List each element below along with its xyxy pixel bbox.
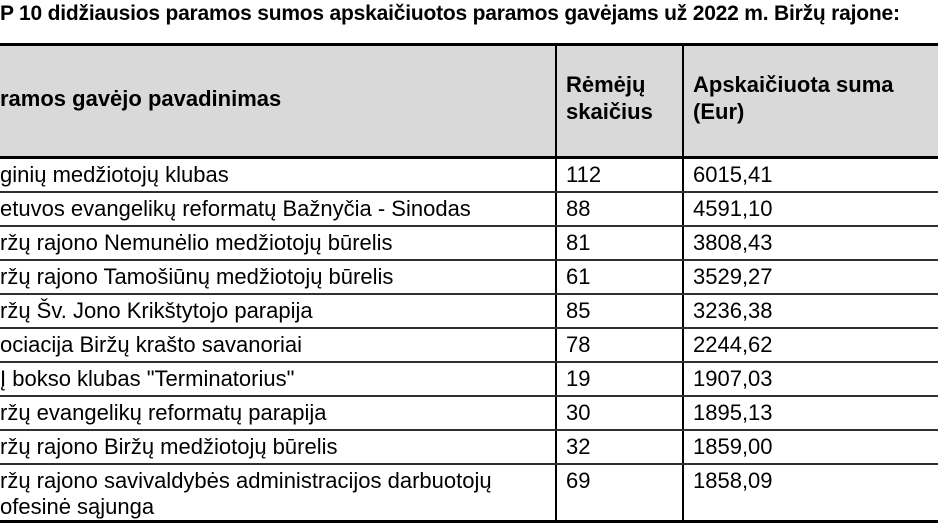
- recipient-name-cell: ržų rajono Nemunėlio medžiotojų būrelis: [0, 225, 556, 261]
- table-row: ržų evangelikų reformatų parapija 30 189…: [0, 395, 938, 431]
- table-row: ginių medžiotojų klubas 112 6015,41: [0, 157, 938, 193]
- table-row: ržų rajono Biržų medžiotojų būrelis 32 1…: [0, 429, 938, 465]
- amount-cell: 1907,03: [682, 361, 938, 397]
- header-calculated-amount: Apskaičiuota suma (Eur): [682, 43, 938, 159]
- supporters-count-cell: 30: [555, 395, 683, 431]
- header-recipient-name: ramos gavėjo pavadinimas: [0, 43, 556, 159]
- amount-cell: 3236,38: [682, 293, 938, 329]
- supporters-count-cell: 112: [555, 157, 683, 193]
- recipient-name-cell: ržų evangelikų reformatų parapija: [0, 395, 556, 431]
- amount-cell: 1895,13: [682, 395, 938, 431]
- amount-cell: 3808,43: [682, 225, 938, 261]
- table-row: ržų rajono Nemunėlio medžiotojų būrelis …: [0, 225, 938, 261]
- recipient-name-cell: ginių medžiotojų klubas: [0, 157, 556, 193]
- table-row: ociacija Biržų krašto savanoriai 78 2244…: [0, 327, 938, 363]
- recipient-name-cell: ociacija Biržų krašto savanoriai: [0, 327, 556, 363]
- amount-cell: 2244,62: [682, 327, 938, 363]
- recipient-name-cell: ržų rajono savivaldybės administracijos …: [0, 463, 556, 523]
- table-row: etuvos evangelikų reformatų Bažnyčia - S…: [0, 191, 938, 227]
- supporters-count-cell: 69: [555, 463, 683, 523]
- recipient-name-cell: ržų Šv. Jono Krikštytojo parapija: [0, 293, 556, 329]
- recipient-name-cell: etuvos evangelikų reformatų Bažnyčia - S…: [0, 191, 556, 227]
- table-row: ržų Šv. Jono Krikštytojo parapija 85 323…: [0, 293, 938, 329]
- supporters-count-cell: 78: [555, 327, 683, 363]
- table-row: ržų rajono Tamošiūnų medžiotojų būrelis …: [0, 259, 938, 295]
- table-header-row: ramos gavėjo pavadinimas Rėmėjų skaičius…: [0, 43, 938, 159]
- table-row: Į bokso klubas "Terminatorius" 19 1907,0…: [0, 361, 938, 397]
- amount-cell: 6015,41: [682, 157, 938, 193]
- header-supporters-count: Rėmėjų skaičius: [555, 43, 683, 159]
- supporters-count-cell: 81: [555, 225, 683, 261]
- amount-cell: 1858,09: [682, 463, 938, 523]
- supporters-count-cell: 85: [555, 293, 683, 329]
- recipient-name-cell: ržų rajono Biržų medžiotojų būrelis: [0, 429, 556, 465]
- supporters-count-cell: 61: [555, 259, 683, 295]
- support-recipients-table: ramos gavėjo pavadinimas Rėmėjų skaičius…: [0, 43, 938, 523]
- table-row: ržų rajono savivaldybės administracijos …: [0, 463, 938, 523]
- page-title: P 10 didžiausios paramos sumos apskaičiu…: [0, 2, 900, 25]
- recipient-name-cell: Į bokso klubas "Terminatorius": [0, 361, 556, 397]
- supporters-count-cell: 32: [555, 429, 683, 465]
- supporters-count-cell: 88: [555, 191, 683, 227]
- amount-cell: 3529,27: [682, 259, 938, 295]
- supporters-count-cell: 19: [555, 361, 683, 397]
- amount-cell: 1859,00: [682, 429, 938, 465]
- recipient-name-cell: ržų rajono Tamošiūnų medžiotojų būrelis: [0, 259, 556, 295]
- amount-cell: 4591,10: [682, 191, 938, 227]
